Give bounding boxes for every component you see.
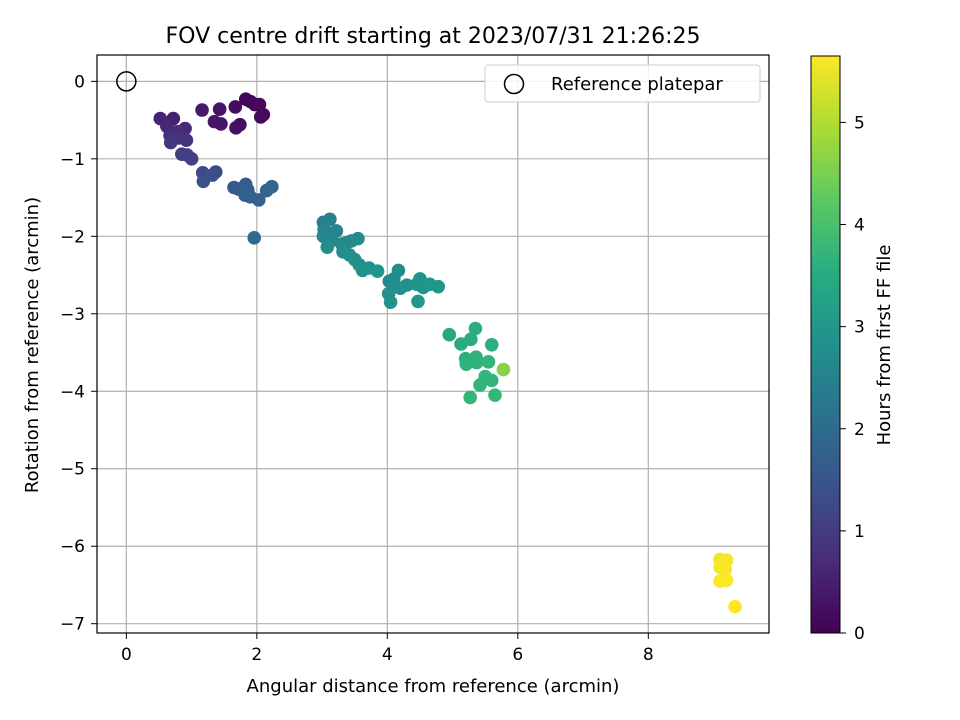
data-point xyxy=(464,332,478,347)
chart-title: FOV centre drift starting at 2023/07/31 … xyxy=(166,24,701,49)
plot-frame xyxy=(96,54,770,634)
y-tick-label: −1 xyxy=(60,150,85,170)
data-point xyxy=(463,390,477,405)
data-point xyxy=(214,117,228,131)
colorbar-label: Hours from first FF file xyxy=(874,245,895,446)
data-point xyxy=(370,264,385,278)
data-point xyxy=(228,100,243,114)
y-tick-label: −3 xyxy=(60,305,85,325)
data-point xyxy=(320,240,335,254)
y-tick-label: −7 xyxy=(60,615,85,635)
data-point xyxy=(400,278,414,292)
x-tick-label: 0 xyxy=(121,645,132,665)
data-point xyxy=(431,279,446,294)
grid-vertical xyxy=(125,55,649,633)
data-point xyxy=(718,562,733,577)
data-point xyxy=(473,378,487,392)
data-point xyxy=(391,263,406,278)
colorbar-tick-label: 2 xyxy=(854,420,865,440)
x-axis-label: Angular distance from reference (arcmin) xyxy=(247,676,620,697)
data-point xyxy=(469,355,484,370)
legend: Reference platepar xyxy=(484,64,761,103)
data-point xyxy=(265,179,279,194)
data-point xyxy=(728,599,742,614)
colorbar-ticks: 0 1 2 3 4 5 xyxy=(840,113,865,644)
x-tick-label: 8 xyxy=(643,645,654,665)
data-point xyxy=(484,373,499,388)
x-tick-label: 6 xyxy=(512,645,523,665)
data-point xyxy=(323,212,337,227)
y-tick-label: −4 xyxy=(60,382,85,402)
y-axis-label: Rotation from reference (arcmin) xyxy=(22,197,43,493)
data-point xyxy=(163,135,178,150)
data-point xyxy=(468,321,483,336)
x-tick-label: 4 xyxy=(382,645,393,665)
data-point xyxy=(196,174,211,189)
x-tick-label: 2 xyxy=(251,645,262,665)
colorbar-tick-label: 3 xyxy=(854,318,865,338)
data-point xyxy=(212,102,227,117)
data-point xyxy=(179,133,194,148)
colorbar-tick-label: 0 xyxy=(854,624,865,644)
y-tick-label: 0 xyxy=(74,72,85,92)
y-tick-label: −6 xyxy=(60,537,85,557)
x-axis-ticks: 0 2 4 6 8 xyxy=(121,633,654,665)
colorbar-tick-label: 1 xyxy=(854,522,865,542)
data-point xyxy=(496,362,511,377)
y-tick-label: −2 xyxy=(60,227,85,247)
data-point xyxy=(459,357,474,371)
data-point xyxy=(383,295,398,309)
legend-marker-icon xyxy=(503,73,525,95)
data-point xyxy=(184,152,199,166)
data-points xyxy=(153,92,742,614)
data-point xyxy=(247,231,262,245)
colorbar-tick-label: 4 xyxy=(854,216,865,236)
y-axis-ticks: 0 −1 −2 −3 −4 −5 −6 −7 xyxy=(60,72,97,635)
grid-horizontal xyxy=(97,80,769,625)
colorbar-tick-label: 5 xyxy=(854,113,865,133)
data-point xyxy=(442,327,457,342)
colorbar xyxy=(810,55,841,634)
data-point xyxy=(351,231,365,246)
data-point xyxy=(484,337,499,352)
data-point xyxy=(719,573,734,588)
y-tick-label: −5 xyxy=(60,460,85,480)
data-point xyxy=(253,110,268,124)
data-point xyxy=(229,121,243,135)
legend-entry: Reference platepar xyxy=(551,74,723,95)
data-point xyxy=(488,388,502,402)
data-point xyxy=(481,355,496,369)
legend-box xyxy=(484,64,761,103)
data-point xyxy=(411,294,425,309)
reference-marker xyxy=(116,71,137,92)
data-point xyxy=(252,193,266,207)
data-point xyxy=(195,103,209,117)
